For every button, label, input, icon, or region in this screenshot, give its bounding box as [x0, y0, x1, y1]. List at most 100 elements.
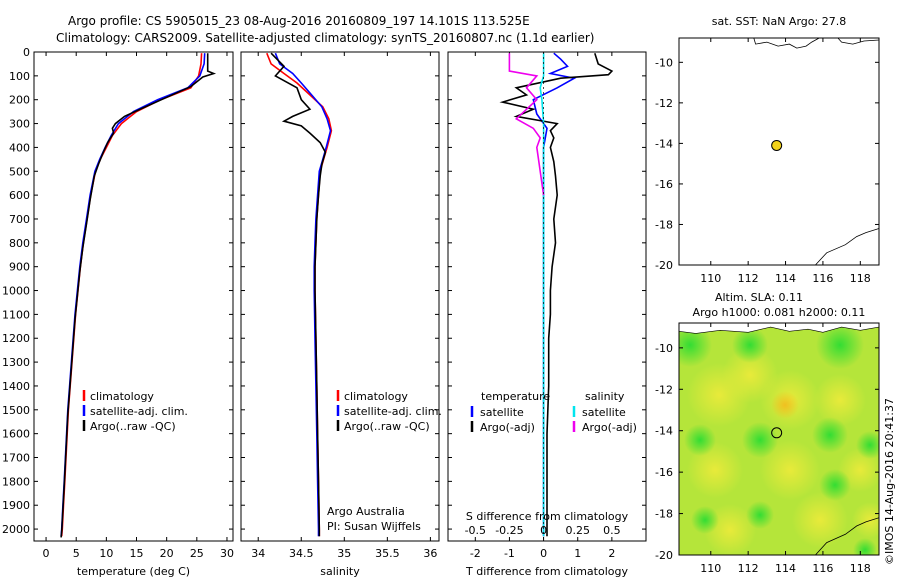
series-line-1: [499, 52, 614, 537]
x-tick-label: 116: [812, 272, 833, 285]
salinity-panel: 34 34.5 35 35.5 36 salinity climatology satelli…: [240, 51, 442, 578]
x-tick-label: 20: [160, 547, 174, 560]
y-tick-label: 1400: [2, 380, 30, 393]
coastline-south: [815, 517, 879, 555]
x-tick-label: 110: [700, 272, 721, 285]
y-tick-label: -20: [655, 549, 673, 562]
heatmap-cell: [814, 374, 866, 426]
legend-label: Argo(..raw -QC): [344, 420, 430, 433]
x-tick-label: 114: [775, 272, 796, 285]
x-tick-label: 0: [43, 547, 50, 560]
heatmap-cell: [679, 323, 712, 367]
y-tick-label: -12: [655, 97, 673, 110]
x-tick-label: 118: [850, 272, 871, 285]
x-tick-label: 36: [423, 547, 437, 560]
x-tick-label: 118: [850, 562, 871, 575]
header-line-1: Argo profile: CS 5905015_23 08-Aug-2016 …: [68, 14, 530, 28]
map-frame: [678, 322, 880, 556]
x-tick-label: 114: [775, 562, 796, 575]
heatmap-cell: [684, 424, 716, 456]
y-tick-label: -20: [655, 259, 673, 272]
y-tick-label: 700: [9, 213, 30, 226]
x-axis-label: temperature (deg C): [77, 565, 190, 578]
map-title: sat. SST: NaN Argo: 27.8: [712, 15, 846, 28]
series-line-0: [532, 52, 577, 537]
y-tick-label: 1200: [2, 332, 30, 345]
legend-label: climatology: [344, 390, 408, 403]
x-tick-label: 34: [251, 547, 265, 560]
series-line-2: [539, 53, 545, 537]
x-tick-label: -2: [470, 547, 481, 560]
location-map-panel: -10 -12 -14 -16 -18 -20 110 112 114 116 118 sat. SS…: [655, 15, 880, 285]
heatmap-cell: [792, 492, 848, 548]
y-tick-label: -18: [655, 218, 673, 231]
s-tick-label: 0: [540, 524, 547, 537]
temperature-panel: 0100200300400500600700800900100011001200…: [2, 46, 234, 578]
series-line-2: [270, 52, 327, 537]
y-tick-label: -10: [655, 56, 673, 69]
x-tick-label: 35: [337, 547, 351, 560]
x-tick-label: 112: [738, 562, 759, 575]
heatmap-cell: [812, 417, 848, 453]
x-tick-label: 30: [220, 547, 234, 560]
heatmap-cell: [746, 501, 774, 529]
annotation-line: Argo Australia: [327, 505, 405, 518]
legend-label: satellite: [480, 406, 524, 419]
series-line-3: [508, 53, 545, 196]
sla-heatmap: [679, 323, 879, 555]
x-axis-label: T difference from climatology: [465, 565, 628, 578]
coastline-south: [815, 228, 880, 266]
y-tick-label: 400: [9, 141, 30, 154]
x-tick-label: 25: [190, 547, 204, 560]
heatmap-cell: [819, 469, 851, 501]
argo-float-marker: [771, 427, 783, 439]
series-line-1: [60, 53, 206, 537]
x-tick-label: 5: [73, 547, 80, 560]
coastline-north: [753, 37, 820, 49]
series-line-2: [60, 53, 217, 538]
legend-label: climatology: [90, 390, 154, 403]
y-tick-label: 1600: [2, 428, 30, 441]
legend-label: satellite: [582, 406, 626, 419]
annotation-line: PI: Susan Wijffels: [327, 520, 421, 533]
y-tick-label: 1700: [2, 452, 30, 465]
map-title-line: Argo h1000: 0.081 h2000: 0.11: [693, 306, 866, 319]
heatmap-cell: [760, 440, 820, 500]
x-tick-label: 112: [738, 272, 759, 285]
legend-label: satellite-adj. clim.: [90, 405, 188, 418]
x-tick-label: 34.5: [289, 547, 314, 560]
map-title-line: Altim. SLA: 0.11: [715, 291, 803, 304]
x-tick-label: 116: [812, 562, 833, 575]
x-axis-label: salinity: [320, 565, 360, 578]
imos-side-label: ©IMOS 14-Aug-2016 20:41:37: [883, 398, 896, 565]
heatmap-cell: [852, 502, 879, 538]
x-tick-label: 110: [700, 562, 721, 575]
y-tick-label: 900: [9, 261, 30, 274]
heatmap-cell: [687, 442, 743, 498]
s-tick-label: 0.5: [603, 524, 621, 537]
y-tick-label: 1500: [2, 404, 30, 417]
y-tick-label: 1000: [2, 285, 30, 298]
heatmap-cell: [771, 391, 799, 419]
argo-float-marker: [771, 139, 783, 151]
heatmap-cell: [691, 506, 719, 534]
heatmap-cell: [742, 422, 778, 458]
s-tick-label: -0.25: [495, 524, 523, 537]
heatmap-cell: [853, 538, 877, 555]
heatmap-cell: [856, 431, 879, 459]
x-tick-label: 35.5: [375, 547, 400, 560]
y-tick-label: -10: [655, 342, 673, 355]
legend-title: salinity: [585, 390, 625, 403]
plot-frame: [447, 51, 647, 542]
y-tick-label: 1300: [2, 356, 30, 369]
y-tick-label: 1100: [2, 308, 30, 321]
y-tick-label: -14: [655, 137, 673, 150]
legend-label: satellite-adj. clim.: [344, 405, 442, 418]
y-tick-label: 1900: [2, 499, 30, 512]
legend-title: temperature: [481, 390, 550, 403]
x-tick-label: 1: [574, 547, 581, 560]
y-tick-label: -16: [655, 178, 673, 191]
legend-label: Argo(..raw -QC): [90, 420, 176, 433]
heatmap-cell: [732, 327, 768, 363]
